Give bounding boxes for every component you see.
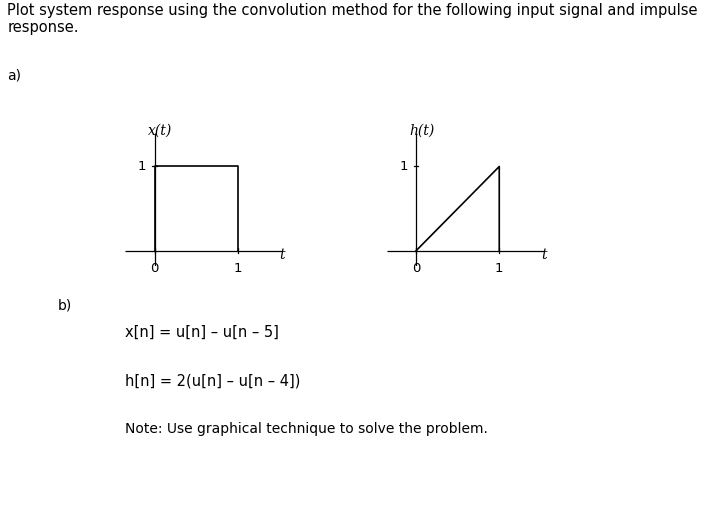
- Text: response.: response.: [7, 20, 79, 35]
- Text: 1: 1: [233, 262, 242, 275]
- Text: 0: 0: [151, 262, 158, 275]
- Text: h(t): h(t): [409, 124, 435, 137]
- Text: 1: 1: [399, 160, 408, 173]
- Text: t: t: [279, 248, 285, 262]
- Text: x(t): x(t): [148, 124, 172, 137]
- Text: Plot system response using the convolution method for the following input signal: Plot system response using the convoluti…: [7, 3, 698, 17]
- Text: a): a): [7, 69, 22, 83]
- Text: h[n] = 2(u[n] – u[n – 4]): h[n] = 2(u[n] – u[n – 4]): [125, 373, 301, 388]
- Text: 1: 1: [495, 262, 503, 275]
- Text: b): b): [57, 299, 72, 313]
- Text: t: t: [541, 248, 546, 262]
- Text: 0: 0: [412, 262, 420, 275]
- Text: Note: Use graphical technique to solve the problem.: Note: Use graphical technique to solve t…: [125, 422, 488, 435]
- Text: x[n] = u[n] – u[n – 5]: x[n] = u[n] – u[n – 5]: [125, 324, 280, 339]
- Text: 1: 1: [138, 160, 146, 173]
